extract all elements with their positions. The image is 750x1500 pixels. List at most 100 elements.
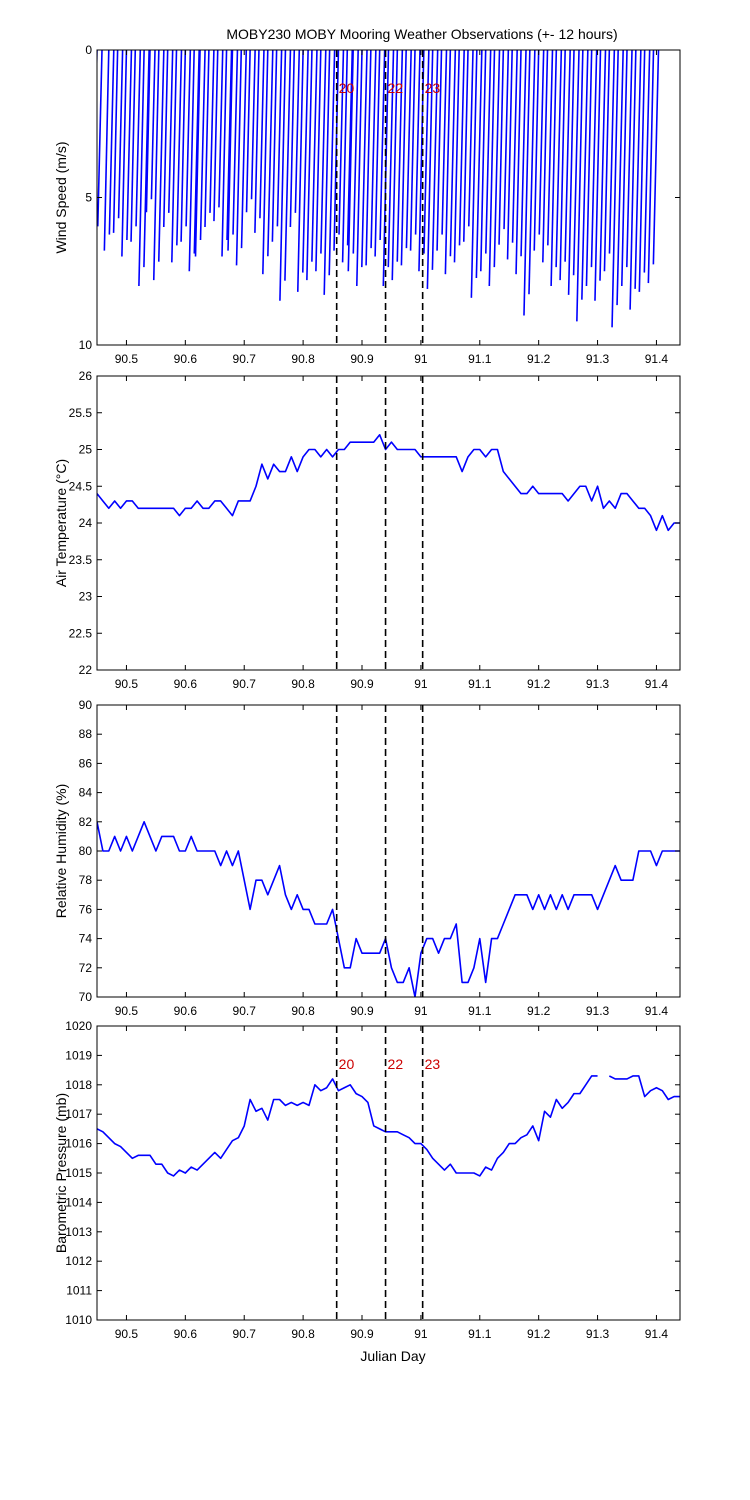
wind-vector <box>311 50 318 262</box>
wind-vector <box>254 50 260 233</box>
x-tick-label: 91.1 <box>468 1004 492 1018</box>
wind-vector <box>467 50 474 227</box>
wind-vector <box>453 50 460 263</box>
y-tick-label: 1010 <box>65 1313 92 1327</box>
wind-vector <box>599 50 607 281</box>
event-marker-label: 23 <box>425 80 441 96</box>
wind-vector <box>135 50 142 227</box>
x-tick-label: 90.7 <box>233 1004 257 1018</box>
wind-vector <box>523 50 531 316</box>
wind-vector <box>143 50 150 268</box>
x-axis-label: Julian Day <box>360 1348 425 1364</box>
wind-vector <box>341 50 349 263</box>
wind-vector <box>130 50 137 242</box>
x-tick-label: 90.9 <box>350 677 374 691</box>
y-tick-label: 80 <box>79 844 93 858</box>
wind-vector <box>616 50 624 306</box>
wind-vector <box>213 50 219 222</box>
y-tick-label: 1012 <box>65 1254 92 1268</box>
event-marker-label: 20 <box>339 1056 355 1072</box>
panels: 20 22 23 90.5 90.6 90.7 90.8 90.9 91 91.1 91.2 91.3… <box>53 43 681 1341</box>
wind-vector <box>449 50 457 257</box>
wind-vector <box>647 50 655 284</box>
wind-vector <box>232 50 239 235</box>
wind-vector <box>611 50 619 328</box>
x-tick-label: 90.7 <box>233 352 257 366</box>
wind-vector <box>347 50 354 272</box>
y-tick-label: 76 <box>79 902 93 916</box>
y-tick-label: 1020 <box>65 1019 92 1033</box>
wind-vector <box>431 50 439 270</box>
x-tick-label: 91.4 <box>645 677 669 691</box>
wind-vector <box>511 50 518 243</box>
wind-vector <box>199 50 206 240</box>
wind-vector <box>590 50 598 268</box>
wind-vector <box>572 50 580 276</box>
wind-vector <box>498 50 505 245</box>
wind-vector <box>262 50 269 275</box>
wind-vector <box>503 50 510 230</box>
wind-vector <box>240 50 248 249</box>
x-tick-label: 91.4 <box>645 1327 669 1341</box>
wind-vector <box>97 50 98 87</box>
wind-vector <box>126 50 133 240</box>
wind-vector <box>550 50 558 287</box>
x-tick-label: 90.6 <box>174 1004 198 1018</box>
wind-vector <box>484 50 492 254</box>
wind-vector <box>396 50 404 262</box>
wind-vector <box>162 50 169 228</box>
y-tick-label: 74 <box>79 932 93 946</box>
wind-vector <box>426 50 434 289</box>
wind-vector <box>150 50 156 200</box>
y-tick-label: 23 <box>79 590 93 604</box>
wind-vector <box>171 50 178 263</box>
wind-vector <box>382 50 390 287</box>
y-tick-label: 72 <box>79 961 93 975</box>
x-tick-label: 90.8 <box>291 1327 315 1341</box>
wind-vector <box>301 50 309 273</box>
y-axis-label: Barometric Pressure (mb) <box>53 1093 69 1253</box>
y-tick-label: 10 <box>79 338 93 352</box>
wind-vector <box>218 50 224 208</box>
wind-vector <box>180 50 187 242</box>
wind-vector <box>638 50 646 292</box>
wind-vector <box>479 50 487 272</box>
wind-vector <box>475 50 483 278</box>
x-tick-label: 90.6 <box>174 677 198 691</box>
y-tick-label: 22.5 <box>69 626 93 640</box>
wind-vector <box>387 50 395 268</box>
wind-vector <box>559 50 566 281</box>
wind-vector <box>506 50 513 260</box>
y-axis-label: Relative Humidity (%) <box>53 784 69 919</box>
y-tick-label: 82 <box>79 815 93 829</box>
x-tick-label: 91 <box>414 352 428 366</box>
series-line <box>97 821 680 997</box>
wind-vector <box>227 50 234 251</box>
wind-vector <box>356 50 363 287</box>
wind-vector <box>488 50 496 287</box>
x-tick-label: 90.8 <box>291 1004 315 1018</box>
wind-vector <box>176 50 183 246</box>
wind-vector <box>405 50 412 249</box>
x-tick-label: 91 <box>414 1004 428 1018</box>
y-tick-label: 0 <box>85 43 92 57</box>
x-tick-label: 91 <box>414 1327 428 1341</box>
y-tick-label: 1013 <box>65 1225 92 1239</box>
wind-vector <box>391 50 399 281</box>
x-tick-label: 91.2 <box>527 677 551 691</box>
x-tick-label: 90.7 <box>233 677 257 691</box>
wind-vector <box>547 50 554 246</box>
chart-panel-4: 20 22 23 90.5 90.6 90.7 90.8 90.9 91 91.1 91.2 91.3… <box>53 1019 681 1341</box>
wind-vector <box>585 50 593 287</box>
wind-vector <box>328 50 336 276</box>
figure-title: MOBY230 MOBY Mooring Weather Observation… <box>226 26 617 42</box>
y-tick-label: 23.5 <box>69 553 93 567</box>
x-tick-label: 91.3 <box>586 677 610 691</box>
series-group <box>97 50 660 328</box>
wind-vector <box>626 50 633 268</box>
wind-vector <box>346 50 354 246</box>
wind-vector <box>643 50 651 273</box>
wind-vector <box>245 50 251 213</box>
y-axis-label: Wind Speed (m/s) <box>53 141 69 253</box>
